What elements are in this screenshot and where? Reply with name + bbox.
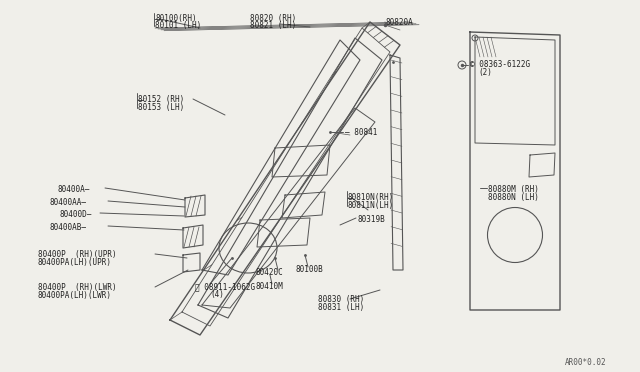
Text: 80880M (RH): 80880M (RH) [488,185,539,194]
Text: 80811N(LH): 80811N(LH) [348,201,394,210]
Text: 80880N (LH): 80880N (LH) [488,193,539,202]
Text: 80821 (LH): 80821 (LH) [250,21,296,30]
Text: 80400P  (RH)(LWR): 80400P (RH)(LWR) [38,283,116,292]
Text: (4): (4) [210,290,224,299]
Text: 80820 (RH): 80820 (RH) [250,14,296,23]
Text: 80810N(RH): 80810N(RH) [348,193,394,202]
Text: © 08363-6122G: © 08363-6122G [470,60,530,69]
Text: 80400D—: 80400D— [60,210,92,219]
Text: 80400PA(LH)(UPR): 80400PA(LH)(UPR) [38,258,112,267]
Text: 80420C: 80420C [255,268,283,277]
Text: 80101 (LH): 80101 (LH) [155,21,201,30]
Text: (2): (2) [478,68,492,77]
Text: 80100B: 80100B [295,265,323,274]
Text: 80152 (RH): 80152 (RH) [138,95,184,104]
Text: 80820A: 80820A [385,18,413,27]
Text: 80400PA(LH)(LWR): 80400PA(LH)(LWR) [38,291,112,300]
Text: 80410M: 80410M [255,282,283,291]
Text: — 80841: — 80841 [345,128,378,137]
Text: 80319B: 80319B [358,215,386,224]
Text: ⓝ 08911-1062G: ⓝ 08911-1062G [195,282,255,291]
Text: 80100(RH): 80100(RH) [155,14,196,23]
Text: 80400P  (RH)(UPR): 80400P (RH)(UPR) [38,250,116,259]
Text: 80153 (LH): 80153 (LH) [138,103,184,112]
Text: AR00*0.02: AR00*0.02 [565,358,607,367]
Text: 80400A—: 80400A— [58,185,90,194]
Text: 80830 (RH): 80830 (RH) [318,295,364,304]
Text: 80400AB—: 80400AB— [50,223,87,232]
Text: 80400AA—: 80400AA— [50,198,87,207]
Text: 80831 (LH): 80831 (LH) [318,303,364,312]
